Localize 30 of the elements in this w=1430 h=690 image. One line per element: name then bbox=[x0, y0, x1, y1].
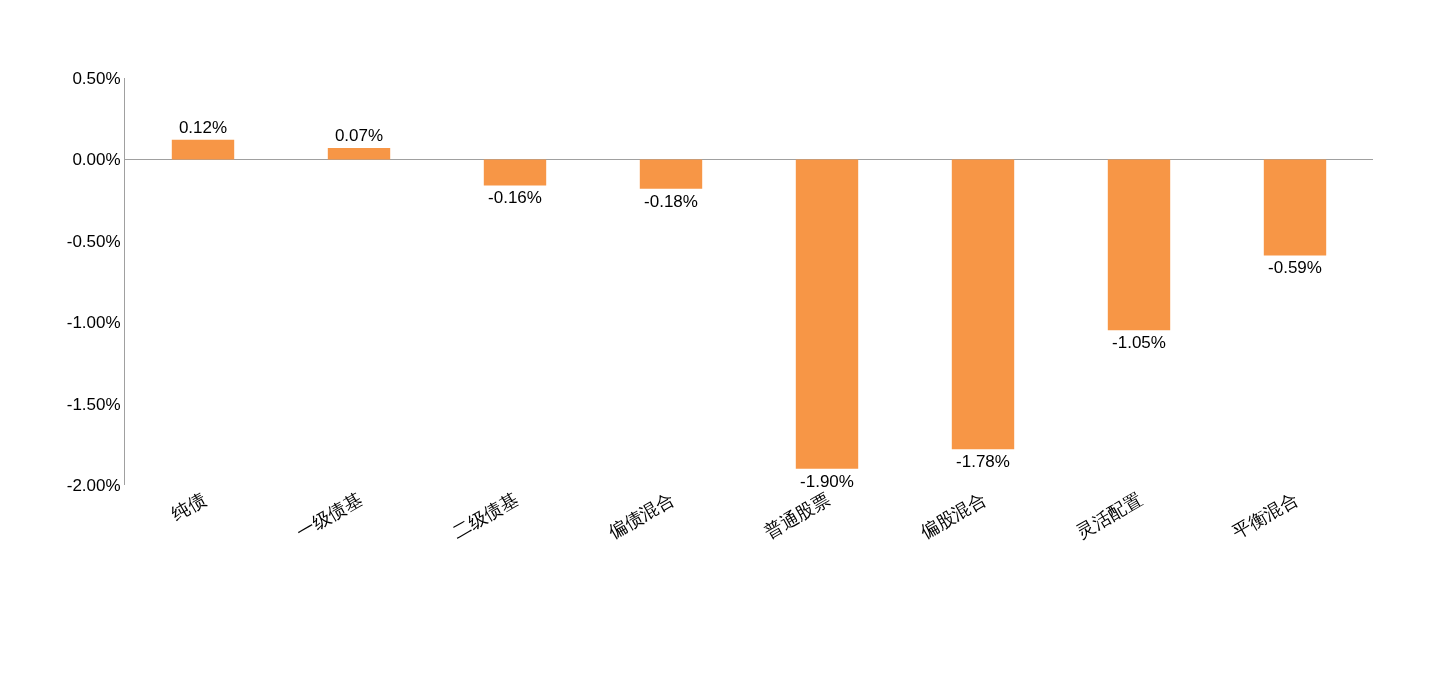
data-label: 0.12% bbox=[178, 117, 228, 137]
data-label: -1.78% bbox=[956, 452, 1010, 472]
x-tick-label: 纯债 bbox=[168, 488, 210, 525]
x-tick-label: 偏债混合 bbox=[605, 488, 678, 543]
data-label: -1.90% bbox=[800, 471, 854, 491]
bar bbox=[1107, 159, 1171, 331]
x-tick-label: 普通股票 bbox=[761, 488, 834, 543]
data-label: -0.59% bbox=[1268, 258, 1322, 278]
y-tick-label: -1.00% bbox=[66, 313, 121, 333]
x-tick-label: 灵活配置 bbox=[1073, 488, 1146, 543]
y-tick-label: 0.50% bbox=[72, 68, 121, 88]
data-label: 0.07% bbox=[334, 126, 384, 145]
x-tick-label: 一级债基 bbox=[293, 488, 366, 543]
data-label: -1.05% bbox=[1112, 333, 1166, 353]
y-tick-label: -2.00% bbox=[66, 475, 121, 495]
x-tick-label: 偏股混合 bbox=[917, 488, 990, 543]
y-tick-label: -1.50% bbox=[66, 394, 121, 414]
bar bbox=[483, 159, 547, 186]
y-tick-label: -0.50% bbox=[66, 231, 121, 251]
bar bbox=[1263, 159, 1327, 256]
bar bbox=[171, 139, 235, 160]
data-label: -0.18% bbox=[644, 191, 698, 211]
bar bbox=[327, 148, 391, 160]
x-tick-label: 二级债基 bbox=[449, 488, 522, 543]
data-label: -0.16% bbox=[488, 188, 542, 208]
bar bbox=[795, 159, 859, 469]
bar bbox=[639, 159, 703, 189]
x-tick-label: 平衡混合 bbox=[1229, 488, 1302, 543]
bar bbox=[951, 159, 1015, 450]
y-tick-label: 0.00% bbox=[72, 150, 121, 170]
